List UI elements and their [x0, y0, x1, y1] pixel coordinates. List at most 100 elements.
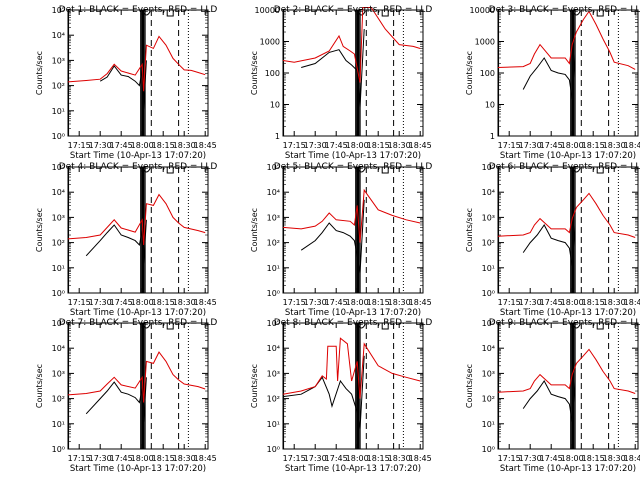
- x-tick-label: 18:30: [388, 141, 411, 150]
- y-axis-label: Counts/sec: [250, 208, 259, 252]
- panel-det-3: 1 10 100 1000 10000 17:1517:3017:4518:0018:15…: [465, 5, 640, 161]
- x-tick-label: 18:30: [173, 141, 196, 150]
- y-tick-label: 10¹: [52, 264, 65, 273]
- y-tick-label: 10²: [267, 239, 280, 248]
- x-tick-label: 17:30: [519, 454, 542, 463]
- y-tick-label: 1000: [260, 38, 280, 47]
- flag-marker: [381, 9, 389, 17]
- y-tick-label: 10³: [52, 213, 65, 222]
- plot-frame: [282, 166, 424, 294]
- y-tick-label: 10⁴: [482, 188, 495, 197]
- x-tick-label: 18:45: [194, 454, 217, 463]
- x-tick-label: 18:45: [409, 454, 432, 463]
- y-axis-label: Counts/sec: [35, 208, 44, 252]
- x-tick-label: 17:15: [283, 298, 306, 307]
- x-tick-label: 17:30: [89, 141, 112, 150]
- x-tick-label: 18:00: [561, 141, 584, 150]
- plot-frame: [282, 322, 424, 450]
- flag-marker: [596, 322, 604, 330]
- y-tick-label: 10⁵: [267, 163, 280, 172]
- panel-title: Det 3: BLACK = Events, RED = LLD: [489, 5, 640, 15]
- x-tick-label: 17:15: [498, 298, 521, 307]
- x-tick-label: 17:30: [304, 298, 327, 307]
- x-tick-label: 17:45: [540, 454, 563, 463]
- y-tick-label: 10⁰: [52, 132, 65, 141]
- x-tick-label: 18:00: [131, 141, 154, 150]
- panel-title: Det 2: BLACK = Events, RED = LLD: [274, 5, 433, 15]
- panel-det-7: 10⁰10¹10²10³10⁴10⁵17:1517:3017:4518:0018…: [35, 318, 217, 474]
- x-tick-label: 17:15: [68, 298, 91, 307]
- x-tick-label: 18:00: [561, 298, 584, 307]
- y-tick-label: 10⁵: [52, 319, 65, 328]
- y-tick-label: 10⁰: [52, 289, 65, 298]
- x-tick-label: 17:15: [498, 141, 521, 150]
- plot-frame: [67, 9, 209, 137]
- y-tick-label: 10⁵: [482, 319, 495, 328]
- x-tick-label: 18:00: [561, 454, 584, 463]
- x-axis-label: Start Time (10-Apr-13 17:07:20): [500, 464, 636, 474]
- y-tick-label: 10⁴: [482, 344, 495, 353]
- x-tick-label: 18:00: [131, 454, 154, 463]
- y-tick-label: 10²: [482, 239, 495, 248]
- panel-title: Det 8: BLACK = Events, RED = LLD: [274, 318, 433, 328]
- flag-marker: [166, 322, 174, 330]
- panel-det-2: 1 10 100 1000 10000 17:1517:3017:4518:0018:15…: [250, 5, 432, 161]
- x-tick-label: 18:15: [582, 141, 605, 150]
- y-tick-label: 1: [275, 132, 280, 141]
- y-tick-label: 10⁰: [52, 445, 65, 454]
- x-axis-label: Start Time (10-Apr-13 17:07:20): [285, 308, 421, 318]
- x-tick-label: 17:45: [325, 298, 348, 307]
- x-tick-label: 18:15: [582, 298, 605, 307]
- flag-marker: [571, 323, 581, 329]
- y-tick-label: 10⁴: [52, 31, 65, 40]
- panel-det-4: 10⁰10¹10²10³10⁴10⁵17:1517:3017:4518:0018…: [35, 162, 217, 318]
- y-tick-label: 10⁴: [52, 188, 65, 197]
- y-axis-label: Counts/sec: [250, 364, 259, 408]
- series-events-line: [85, 377, 147, 422]
- series-lld-line: [497, 10, 636, 70]
- y-tick-label: 10⁴: [52, 344, 65, 353]
- x-tick-label: 18:15: [152, 454, 175, 463]
- y-tick-label: 10000: [470, 6, 495, 15]
- x-tick-label: 18:00: [346, 298, 369, 307]
- y-tick-label: 10⁴: [267, 188, 280, 197]
- y-tick-label: 10⁵: [52, 6, 65, 15]
- series-events-line: [282, 355, 365, 430]
- x-tick-label: 18:45: [409, 298, 432, 307]
- flag-marker: [596, 166, 604, 174]
- y-axis-label: Counts/sec: [35, 364, 44, 408]
- x-tick-label: 17:45: [540, 141, 563, 150]
- x-tick-label: 17:15: [68, 141, 91, 150]
- y-tick-label: 10²: [52, 82, 65, 91]
- panel-title: Det 4: BLACK = Events, RED = LLD: [59, 162, 218, 172]
- x-tick-label: 17:30: [519, 298, 542, 307]
- x-tick-label: 18:45: [409, 141, 432, 150]
- panel-title: Det 5: BLACK = Events, RED = LLD: [274, 162, 433, 172]
- plot-frame: [497, 166, 639, 294]
- x-tick-label: 18:30: [388, 454, 411, 463]
- flag-marker: [141, 323, 151, 329]
- x-tick-label: 17:15: [283, 141, 306, 150]
- x-tick-label: 18:30: [173, 454, 196, 463]
- x-tick-label: 17:45: [110, 298, 133, 307]
- y-tick-label: 10³: [267, 213, 280, 222]
- x-tick-label: 17:30: [89, 298, 112, 307]
- panel-title: Det 1: BLACK = Events, RED = LLD: [59, 5, 218, 15]
- series-lld-line: [67, 35, 206, 92]
- plot-frame: [282, 9, 424, 137]
- y-tick-label: 100: [265, 69, 280, 78]
- y-tick-label: 10: [270, 101, 280, 110]
- x-tick-label: 18:45: [624, 141, 640, 150]
- flag-marker: [141, 10, 151, 16]
- plot-frame: [67, 166, 209, 294]
- flag-marker: [381, 322, 389, 330]
- x-axis-label: Start Time (10-Apr-13 17:07:20): [500, 151, 636, 161]
- y-tick-label: 10¹: [482, 264, 495, 273]
- series-events-line: [300, 199, 365, 274]
- x-tick-label: 18:45: [624, 298, 640, 307]
- x-tick-label: 18:15: [367, 141, 390, 150]
- y-tick-label: 10²: [52, 239, 65, 248]
- x-tick-label: 17:45: [325, 454, 348, 463]
- series-lld-line: [497, 192, 636, 238]
- series-events-line: [522, 53, 576, 100]
